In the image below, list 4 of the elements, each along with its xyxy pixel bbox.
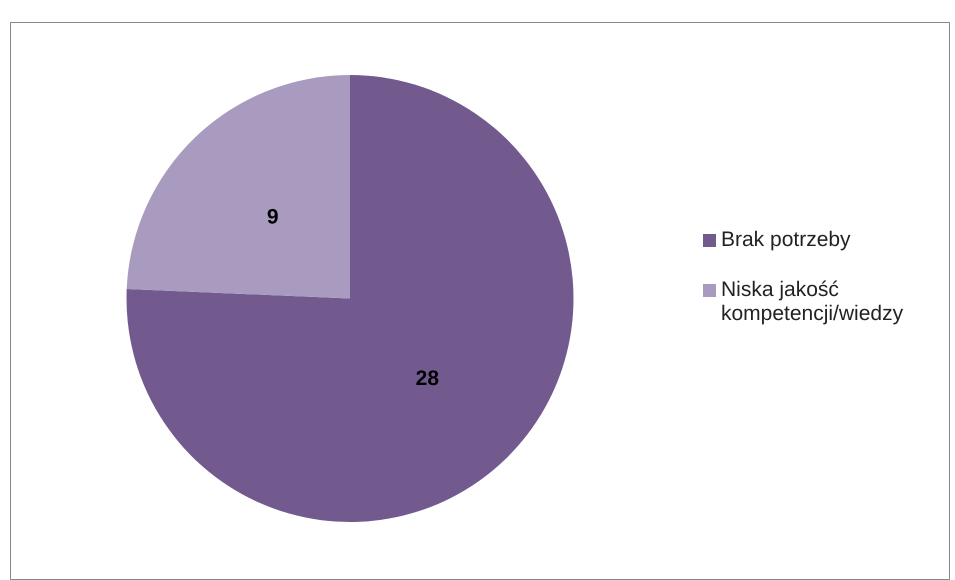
- data-label: 28: [416, 366, 440, 390]
- legend-label: Brak potrzeby: [721, 228, 851, 252]
- data-label: 9: [266, 206, 279, 229]
- legend-label: Niska jakość kompetencji/wiedzy: [721, 278, 904, 326]
